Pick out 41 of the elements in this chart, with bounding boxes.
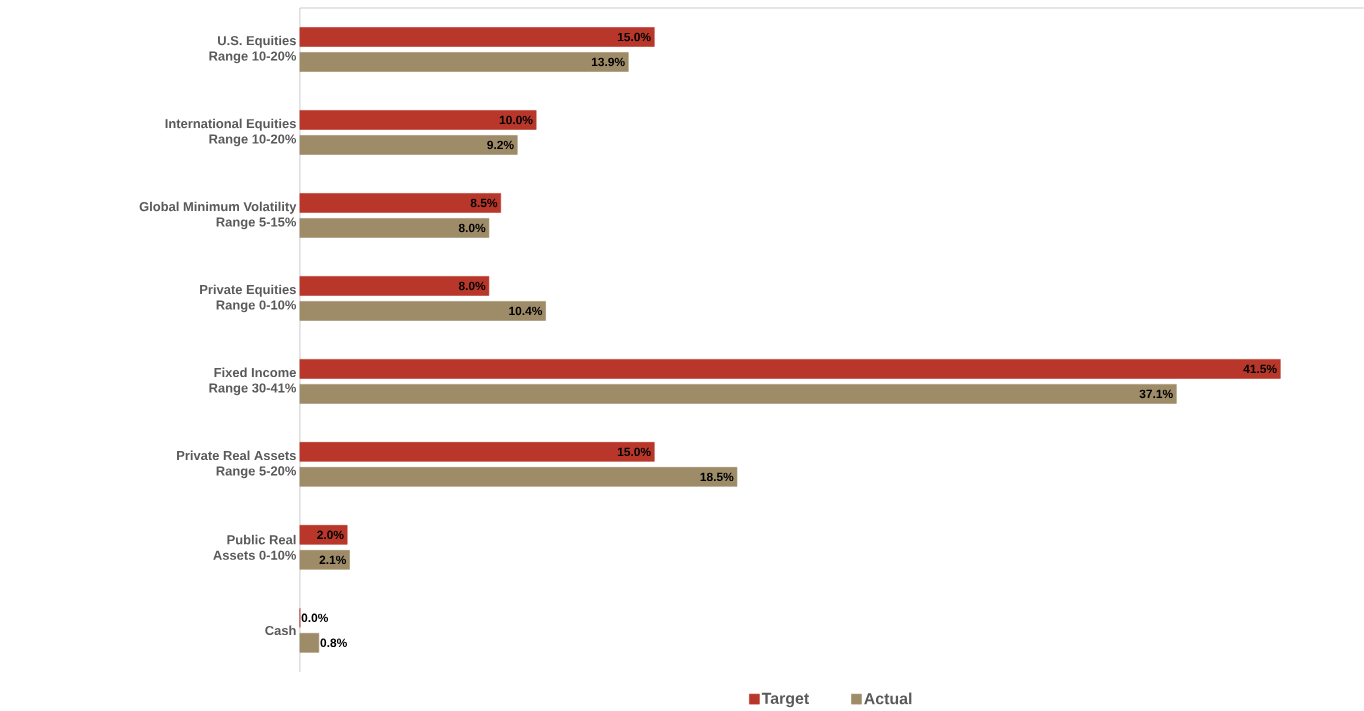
data-label: 2.1%: [319, 555, 347, 565]
bar: [299, 301, 546, 321]
bar: [299, 442, 655, 462]
bar: [299, 110, 537, 130]
legend-label: Target: [761, 692, 809, 708]
y-tick-label: Cash: [265, 625, 296, 636]
bar: [299, 52, 629, 72]
data-label: 13.9%: [591, 57, 625, 67]
data-label: 41.5%: [1243, 364, 1277, 374]
data-label: 18.5%: [700, 472, 734, 482]
data-label: 10.4%: [509, 306, 543, 316]
bar: [299, 218, 490, 238]
bar: [299, 135, 518, 155]
y-tick-label: Fixed Income Range 30-41%: [209, 367, 297, 396]
data-label: 15.0%: [617, 447, 651, 457]
data-label: 8.0%: [458, 223, 486, 233]
data-label: 10.0%: [499, 115, 533, 125]
bar: [299, 276, 490, 296]
data-label: 8.0%: [458, 281, 486, 291]
y-tick-label: Private Real Assets Range 5-20%: [177, 450, 297, 479]
bar: [299, 633, 320, 653]
bar: [299, 193, 502, 213]
y-tick-label: Public Real Assets 0-10%: [213, 534, 297, 560]
y-tick-label: Private Equities Range 0-10%: [200, 284, 297, 313]
data-label: 2.0%: [317, 530, 344, 540]
y-tick-label: U.S. Equities Range 10-20%: [209, 35, 297, 64]
y-tick-label: International Equities Range 10-20%: [165, 118, 297, 147]
data-label: 37.1%: [1139, 389, 1173, 399]
y-tick-label: Global Minimum Volatility Range 5-15%: [139, 201, 297, 230]
data-label: 15.0%: [617, 32, 651, 42]
bar: [299, 550, 350, 570]
data-label: 0.0%: [301, 613, 329, 623]
bar: [299, 467, 738, 487]
bar: [299, 27, 655, 47]
data-label: 9.2%: [487, 140, 514, 150]
data-label: 0.8%: [320, 638, 347, 648]
bar: [299, 359, 1281, 379]
legend-label: Actual: [864, 692, 912, 705]
data-label: 8.5%: [470, 198, 498, 208]
bar: [299, 525, 348, 545]
bar: [299, 384, 1177, 404]
